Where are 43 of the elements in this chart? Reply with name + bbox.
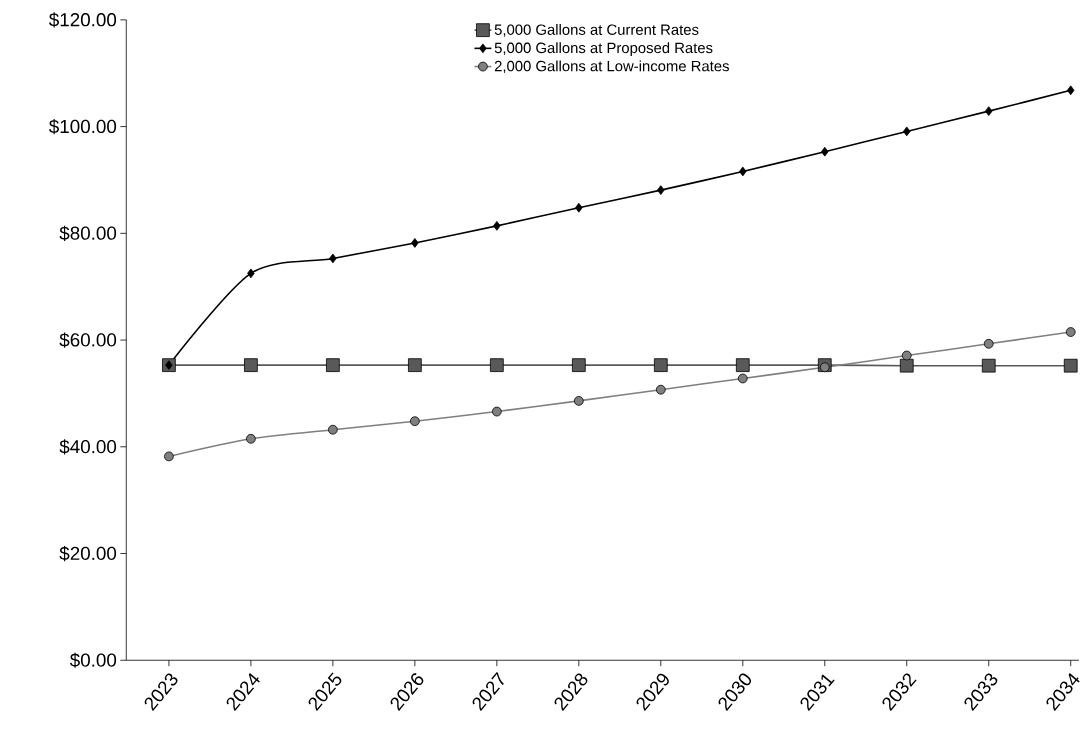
point: [899, 358, 914, 373]
point: [411, 238, 419, 248]
y-tick-label: $0.00: [69, 652, 117, 668]
point: [408, 358, 422, 373]
point: [493, 221, 501, 231]
point: [1065, 327, 1076, 338]
point: [983, 339, 994, 349]
y-tick-label: $20.00: [59, 546, 117, 562]
point: [1063, 358, 1078, 373]
point: [329, 253, 337, 264]
point: [903, 126, 911, 137]
point: [737, 373, 748, 384]
point: [164, 451, 174, 462]
point: [1066, 85, 1075, 96]
point: [410, 416, 420, 427]
point: [655, 384, 666, 395]
point: [821, 146, 829, 157]
point: [326, 358, 340, 373]
point: [735, 358, 750, 373]
legend-label: 2,000 Gallons at Low-income Rates: [494, 60, 729, 74]
point: [575, 202, 583, 213]
y-tick-label: $40.00: [59, 439, 117, 455]
point: [247, 268, 255, 279]
point: [573, 396, 584, 406]
point: [984, 106, 993, 117]
y-tick-label: $80.00: [59, 225, 117, 242]
point: [657, 185, 665, 196]
legend-label: 5,000 Gallons at Proposed Rates: [494, 42, 713, 57]
point: [819, 362, 830, 373]
y-tick-label: $120.00: [49, 12, 117, 28]
point: [901, 350, 912, 361]
point: [490, 358, 504, 373]
y-tick-label: $100.00: [49, 119, 117, 135]
legend-label: 5,000 Gallons at Current Rates: [494, 24, 699, 37]
point: [739, 166, 747, 177]
point: [244, 358, 258, 373]
point: [328, 424, 338, 435]
y-tick-label: $60.00: [59, 332, 117, 348]
point: [981, 358, 996, 373]
point: [653, 358, 668, 373]
point: [491, 406, 502, 417]
point: [246, 434, 256, 444]
point: [571, 358, 586, 373]
